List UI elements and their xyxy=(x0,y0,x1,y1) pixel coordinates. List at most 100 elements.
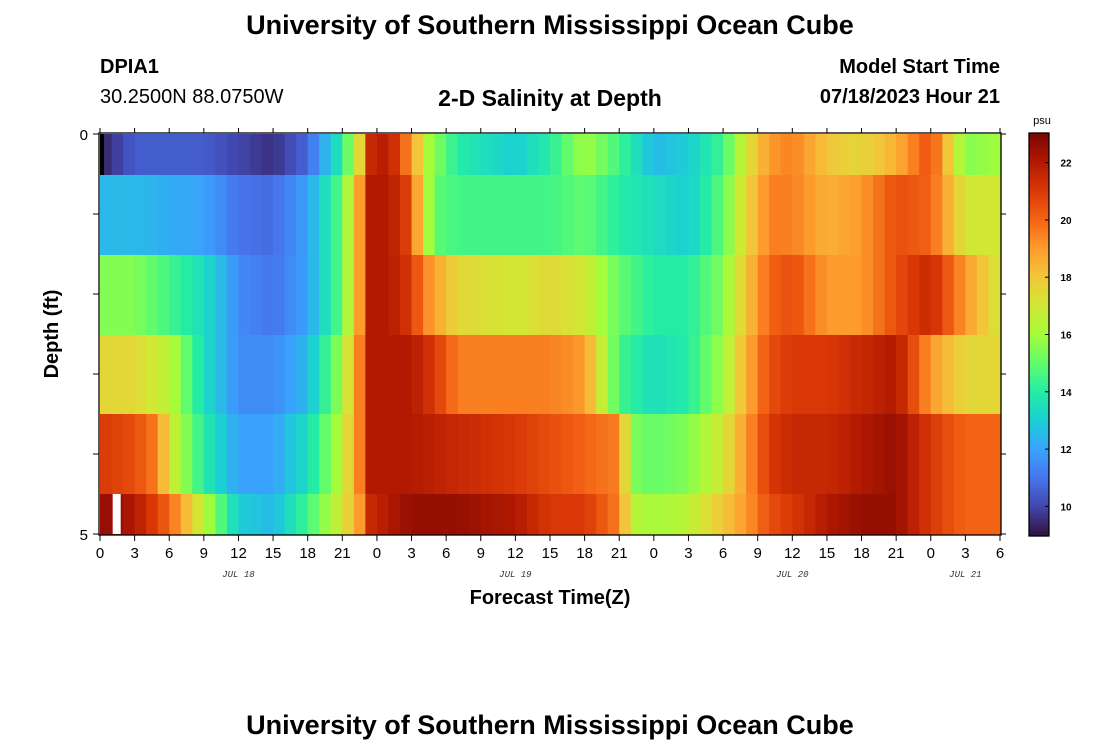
heatmap-cell xyxy=(273,255,286,336)
heatmap-cell xyxy=(607,414,620,495)
heatmap-cell xyxy=(180,494,193,535)
heatmap-cell xyxy=(134,134,147,176)
x-tick-label: 6 xyxy=(996,545,1004,562)
heatmap-cell xyxy=(976,335,990,415)
heatmap-cell xyxy=(469,134,482,176)
heatmap-cell xyxy=(330,175,343,256)
heatmap-cell xyxy=(261,335,274,415)
heatmap-cell xyxy=(526,414,540,495)
heatmap-cell xyxy=(630,494,643,535)
x-date-label: JUL 20 xyxy=(776,570,809,580)
heatmap-cell xyxy=(757,175,770,256)
heatmap-cell xyxy=(388,494,401,535)
heatmap-cell xyxy=(746,494,759,535)
heatmap-cell xyxy=(873,414,886,495)
heatmap-cell xyxy=(815,134,828,176)
heatmap-cell xyxy=(850,494,863,535)
heatmap-cell xyxy=(815,335,828,415)
heatmap-cell xyxy=(953,494,966,535)
heatmap-cell xyxy=(538,414,551,495)
heatmap-cell xyxy=(676,134,690,176)
heatmap-cell xyxy=(884,255,897,336)
heatmap-cell xyxy=(930,175,943,256)
heatmap-cell xyxy=(146,175,159,256)
heatmap-cell xyxy=(353,414,366,495)
heatmap-cell xyxy=(573,414,586,495)
heatmap-cell xyxy=(965,414,978,495)
heatmap-cell xyxy=(400,494,413,535)
heatmap-cell xyxy=(861,255,874,336)
heatmap-cell xyxy=(942,335,955,415)
heatmap-cell xyxy=(342,255,355,336)
heatmap-cell xyxy=(896,414,909,495)
heatmap-cell xyxy=(850,134,863,176)
heatmap-cell xyxy=(492,494,505,535)
heatmap-cell xyxy=(180,175,193,256)
heatmap-cell xyxy=(376,175,390,256)
heatmap-cell xyxy=(111,134,124,176)
heatmap-cell xyxy=(319,175,332,256)
heatmap-cell xyxy=(642,255,655,336)
x-tick-label: 3 xyxy=(961,545,969,562)
heatmap-cell xyxy=(919,255,932,336)
heatmap-cell xyxy=(896,255,909,336)
heatmap-cell xyxy=(838,134,851,176)
heatmap-cell xyxy=(896,335,909,415)
heatmap-cell xyxy=(434,175,447,256)
heatmap-cell xyxy=(953,414,966,495)
heatmap-cell xyxy=(619,335,632,415)
heatmap-cell xyxy=(215,414,228,495)
heatmap-cell xyxy=(273,134,286,176)
heatmap-cell xyxy=(596,134,609,176)
heatmap-cell xyxy=(965,494,978,535)
heatmap-cell xyxy=(238,134,251,176)
heatmap-cell xyxy=(700,414,713,495)
heatmap-cell xyxy=(792,414,805,495)
heatmap-cell xyxy=(723,414,736,495)
heatmap-cell xyxy=(215,494,228,535)
x-tick-label: 18 xyxy=(853,545,870,562)
heatmap-cell xyxy=(238,494,251,535)
heatmap-cell xyxy=(873,335,886,415)
heatmap-cell xyxy=(376,414,390,495)
heatmap-cell xyxy=(215,335,228,415)
heatmap-cell xyxy=(526,255,540,336)
heatmap-cell xyxy=(907,175,920,256)
heatmap-cell xyxy=(388,414,401,495)
x-axis: 0 3 6 9 12 15 18 21 0 3 6 9 12 15 18 21 0 3 6 9 12 15 18 21 0 3 6 J… xyxy=(96,128,1004,580)
heatmap-cell xyxy=(584,175,597,256)
heatmap-cell xyxy=(757,494,770,535)
heatmap-cell xyxy=(561,335,574,415)
heatmap-cell xyxy=(180,134,193,176)
colorbar-tick-label: 16 xyxy=(1060,331,1072,342)
heatmap-cell xyxy=(157,414,170,495)
heatmap-cell xyxy=(907,255,920,336)
heatmap-cell xyxy=(780,175,793,256)
heatmap-cell xyxy=(861,134,874,176)
heatmap-cell xyxy=(192,255,205,336)
heatmap-cell xyxy=(446,255,459,336)
heatmap-cells xyxy=(100,134,1001,535)
heatmap-cell xyxy=(319,255,332,336)
heatmap-cell xyxy=(700,255,713,336)
heatmap-cell xyxy=(746,134,759,176)
heatmap-cell xyxy=(203,255,216,336)
heatmap-cell xyxy=(134,414,147,495)
heatmap-cell xyxy=(480,335,493,415)
heatmap-cell xyxy=(746,335,759,415)
heatmap-cell xyxy=(607,175,620,256)
heatmap-cell xyxy=(353,494,366,535)
heatmap-cell xyxy=(988,134,1001,176)
heatmap-cell xyxy=(457,494,470,535)
heatmap-cell xyxy=(653,175,666,256)
colorbar-tick-label: 12 xyxy=(1060,445,1072,456)
heatmap-cell xyxy=(469,255,482,336)
footer-title: University of Southern Mississippi Ocean… xyxy=(246,710,854,740)
heatmap-cell xyxy=(296,175,309,256)
heatmap-cell xyxy=(446,134,459,176)
heatmap-cell xyxy=(965,175,978,256)
heatmap-cell xyxy=(100,255,113,336)
x-tick-label: 18 xyxy=(576,545,593,562)
heatmap-cell xyxy=(215,255,228,336)
